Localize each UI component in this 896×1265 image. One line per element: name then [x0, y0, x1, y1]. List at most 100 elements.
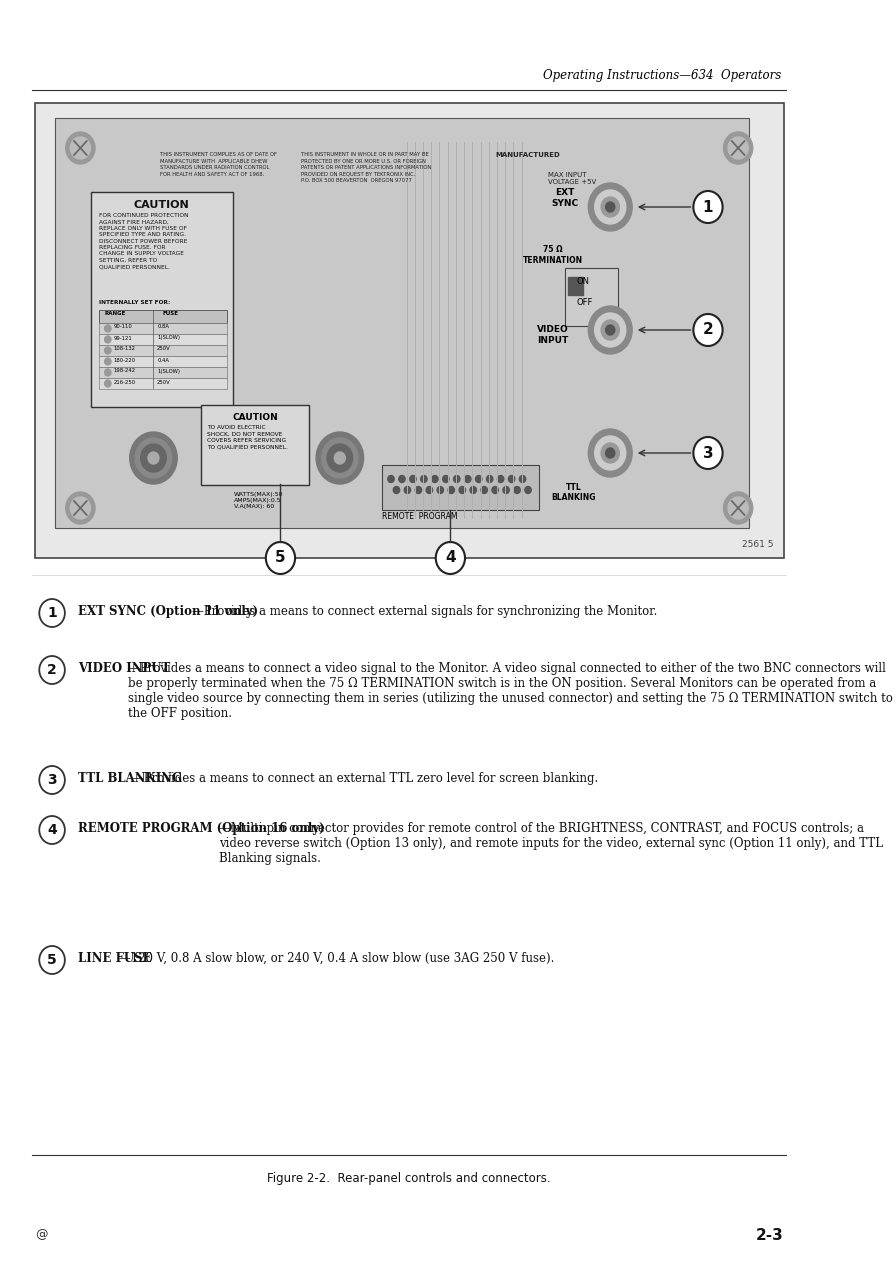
Circle shape: [487, 476, 493, 482]
Text: @: @: [35, 1228, 47, 1241]
Circle shape: [481, 487, 487, 493]
Circle shape: [399, 476, 405, 482]
Circle shape: [388, 476, 394, 482]
Circle shape: [723, 492, 753, 524]
Text: MAX INPUT
VOLTAGE +5V: MAX INPUT VOLTAGE +5V: [548, 172, 597, 186]
Circle shape: [606, 325, 615, 335]
Bar: [99, 310, 227, 323]
Circle shape: [141, 444, 167, 472]
Text: OFF: OFF: [576, 299, 593, 307]
Circle shape: [409, 476, 416, 482]
Text: 1: 1: [47, 606, 57, 620]
Circle shape: [105, 336, 111, 343]
Circle shape: [105, 369, 111, 376]
Circle shape: [448, 487, 454, 493]
Circle shape: [503, 487, 509, 493]
Text: 2-3: 2-3: [756, 1227, 784, 1242]
Text: THIS INSTRUMENT IN WHOLE OR IN PART MAY BE
PROTECTED BY ONE OR MORE U.S. OR FORE: THIS INSTRUMENT IN WHOLE OR IN PART MAY …: [301, 152, 432, 183]
Circle shape: [39, 657, 65, 684]
Text: TO AVOID ELECTRIC
SHOCK, DO NOT REMOVE
COVERS REFER SERVICING
TO QUALIFIED PERSO: TO AVOID ELECTRIC SHOCK, DO NOT REMOVE C…: [207, 425, 289, 449]
Circle shape: [435, 541, 465, 574]
Text: CAUTION: CAUTION: [232, 412, 278, 423]
Circle shape: [728, 497, 748, 519]
Text: MANUFACTURED: MANUFACTURED: [495, 152, 560, 158]
Circle shape: [135, 438, 172, 478]
Text: THIS INSTRUMENT COMPLIES AS OF DATE OF
MANUFACTURE WITH  APPLICABLE DHEW
STANDAR: THIS INSTRUMENT COMPLIES AS OF DATE OF M…: [159, 152, 277, 177]
Circle shape: [322, 438, 358, 478]
Text: 2: 2: [702, 323, 713, 338]
Circle shape: [606, 202, 615, 213]
Circle shape: [476, 476, 482, 482]
Text: TTL
BLANKING: TTL BLANKING: [551, 483, 596, 502]
Circle shape: [415, 487, 422, 493]
Circle shape: [393, 487, 400, 493]
Text: 99-121: 99-121: [113, 335, 132, 340]
Circle shape: [334, 452, 345, 464]
Bar: [99, 345, 227, 355]
Text: FOR CONTINUED PROTECTION
AGAINST FIRE HAZARD,
REPLACE ONLY WITH FUSE OF
SPECIFIE: FOR CONTINUED PROTECTION AGAINST FIRE HA…: [99, 213, 188, 269]
Text: CAUTION: CAUTION: [134, 200, 190, 210]
Text: Figure 2-2.  Rear-panel controls and connectors.: Figure 2-2. Rear-panel controls and conn…: [267, 1171, 551, 1185]
Circle shape: [105, 347, 111, 354]
Text: EXT SYNC (Option 11 only): EXT SYNC (Option 11 only): [78, 605, 258, 619]
Circle shape: [492, 487, 498, 493]
Text: REMOTE  PROGRAM: REMOTE PROGRAM: [383, 512, 458, 521]
Text: 1: 1: [702, 200, 713, 215]
Circle shape: [470, 487, 477, 493]
Text: 3: 3: [47, 773, 56, 787]
Text: —Provides a means to connect an external TTL zero level for screen blanking.: —Provides a means to connect an external…: [133, 772, 599, 786]
Bar: [201, 405, 309, 484]
Circle shape: [595, 436, 625, 471]
Circle shape: [404, 487, 410, 493]
Text: 0.8A: 0.8A: [157, 325, 169, 329]
Text: 4: 4: [47, 824, 57, 837]
Circle shape: [130, 433, 177, 484]
Text: INTERNALLY SET FOR:: INTERNALLY SET FOR:: [99, 300, 170, 305]
Circle shape: [497, 476, 504, 482]
Circle shape: [459, 487, 465, 493]
Circle shape: [601, 320, 619, 340]
Text: 3: 3: [702, 445, 713, 460]
Text: 75 Ω
TERMINATION: 75 Ω TERMINATION: [522, 245, 582, 264]
Text: 5: 5: [47, 953, 57, 966]
Bar: [564, 268, 617, 326]
Circle shape: [464, 476, 471, 482]
Circle shape: [266, 541, 295, 574]
Circle shape: [589, 306, 633, 354]
Circle shape: [39, 600, 65, 627]
Text: TTL BLANKING: TTL BLANKING: [78, 772, 182, 786]
Circle shape: [694, 191, 722, 223]
Text: Operating Instructions—634  Operators: Operating Instructions—634 Operators: [543, 68, 781, 81]
Text: LINE FUSE: LINE FUSE: [78, 953, 151, 965]
Circle shape: [606, 448, 615, 458]
Circle shape: [723, 132, 753, 164]
Circle shape: [65, 492, 95, 524]
Text: 4: 4: [445, 550, 456, 565]
Circle shape: [589, 183, 633, 231]
Circle shape: [520, 476, 526, 482]
Circle shape: [595, 190, 625, 224]
Circle shape: [426, 487, 433, 493]
Circle shape: [39, 946, 65, 974]
Text: RANGE: RANGE: [104, 311, 125, 316]
Text: —120 V, 0.8 A slow blow, or 240 V, 0.4 A slow blow (use 3AG 250 V fuse).: —120 V, 0.8 A slow blow, or 240 V, 0.4 A…: [119, 953, 554, 965]
Text: 198-242: 198-242: [113, 368, 135, 373]
Text: ON: ON: [576, 277, 590, 286]
Bar: [99, 323, 227, 334]
Text: 2561 5: 2561 5: [742, 540, 774, 549]
Text: 250V: 250V: [157, 347, 171, 352]
Circle shape: [453, 476, 460, 482]
Circle shape: [694, 314, 722, 347]
Circle shape: [595, 312, 625, 347]
Circle shape: [525, 487, 531, 493]
Circle shape: [601, 443, 619, 463]
Circle shape: [421, 476, 427, 482]
Circle shape: [71, 497, 90, 519]
Circle shape: [694, 436, 722, 469]
Circle shape: [39, 816, 65, 844]
Bar: [99, 378, 227, 390]
Bar: [55, 118, 749, 528]
Text: 0.4A: 0.4A: [157, 358, 169, 363]
Text: 216-250: 216-250: [113, 380, 135, 385]
Circle shape: [39, 767, 65, 794]
